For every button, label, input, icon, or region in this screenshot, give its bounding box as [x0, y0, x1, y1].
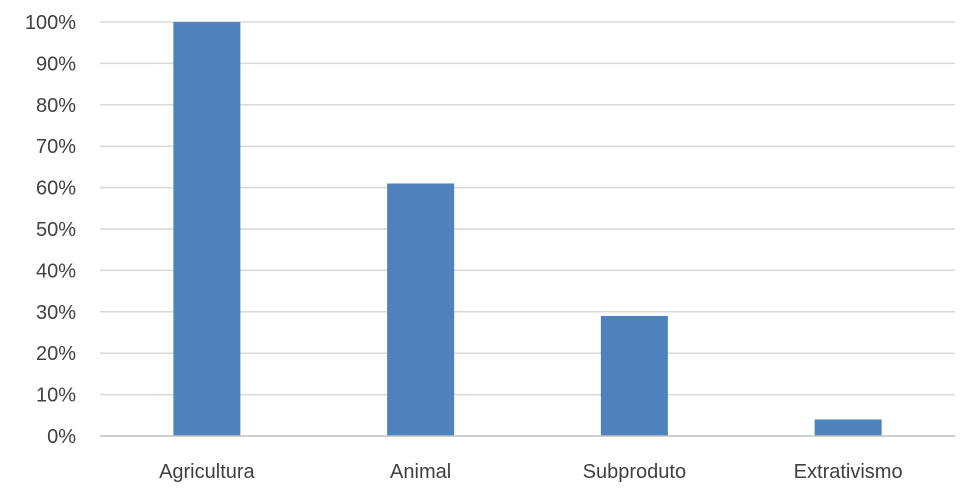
bar: [173, 22, 241, 436]
gridlines: [100, 21, 955, 396]
x-axis: Agricultura Animal Subproduto Extrativismo: [100, 435, 955, 483]
x-category-label: Animal: [390, 461, 451, 483]
y-tick-label: 40%: [36, 260, 76, 282]
bar: [600, 315, 668, 436]
y-tick-label: 0%: [47, 426, 76, 448]
x-category-label: Extrativismo: [794, 461, 903, 483]
bar: [387, 183, 455, 436]
bars: [173, 22, 882, 436]
y-tick-label: 20%: [36, 343, 76, 365]
x-category-label: Subproduto: [583, 461, 686, 483]
y-tick-label: 50%: [36, 219, 76, 241]
y-tick-label: 70%: [36, 136, 76, 158]
bar: [814, 419, 882, 436]
y-axis-tick-labels: 0% 10% 20% 30% 40% 50% 60% 70% 80% 90% 100%: [25, 12, 76, 448]
y-tick-label: 10%: [36, 385, 76, 407]
y-tick-label: 30%: [36, 302, 76, 324]
y-tick-label: 60%: [36, 178, 76, 200]
x-category-label: Agricultura: [159, 461, 255, 483]
y-tick-label: 90%: [36, 53, 76, 75]
y-tick-label: 80%: [36, 95, 76, 117]
y-tick-label: 100%: [25, 12, 76, 34]
